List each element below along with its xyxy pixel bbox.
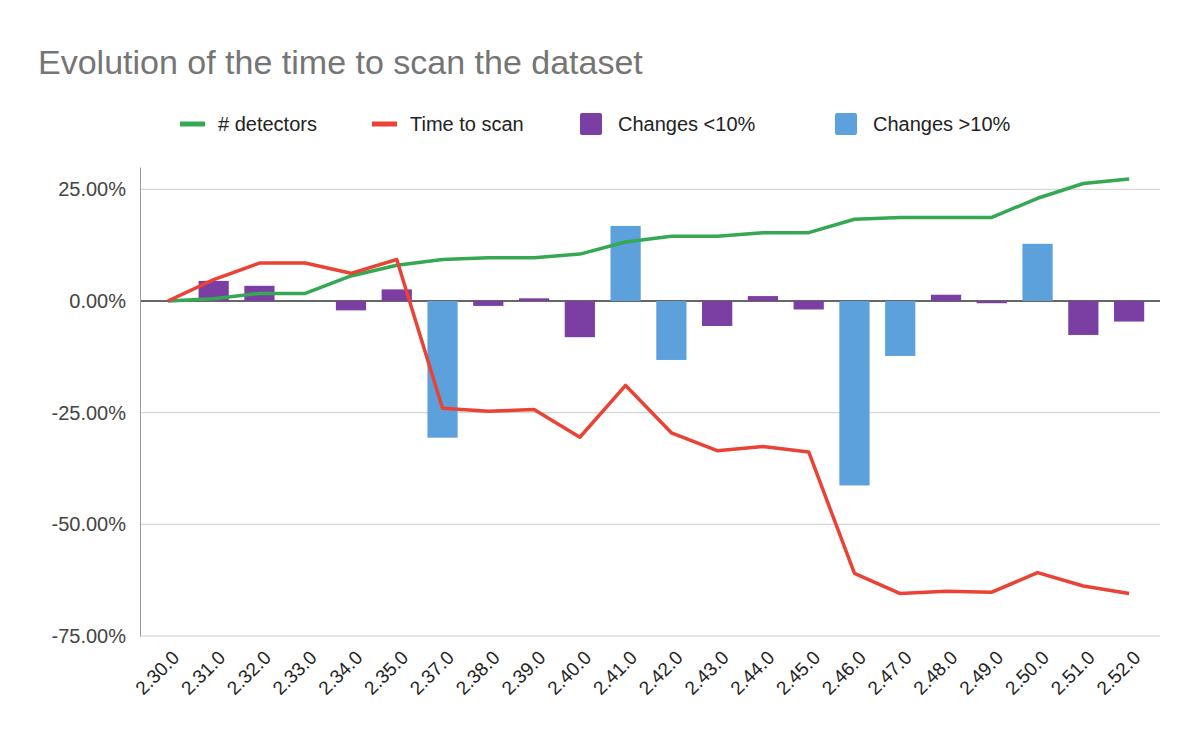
y-axis-line	[140, 167, 141, 636]
x-tick: 2.45.0	[772, 636, 824, 699]
legend-swatch	[372, 122, 397, 127]
x-tick-label: 2.37.0	[406, 647, 458, 699]
grid-line	[140, 636, 1160, 637]
bar	[611, 226, 641, 301]
x-tick: 2.46.0	[818, 636, 870, 699]
bar	[702, 301, 732, 326]
legend-item: # detectors	[180, 113, 317, 135]
x-tick-label: 2.39.0	[497, 647, 549, 699]
legend-swatch	[580, 113, 602, 135]
bar	[839, 301, 869, 485]
x-tick: 2.35.0	[360, 636, 412, 699]
grid-line	[140, 524, 1160, 525]
legend-label: Changes <10%	[618, 113, 756, 135]
y-tick: -25.00%	[52, 402, 141, 424]
x-tick: 2.31.0	[177, 636, 229, 699]
x-tick-label: 2.40.0	[543, 647, 595, 699]
x-axis: 2.30.02.31.02.32.02.33.02.34.02.35.02.37…	[131, 636, 1152, 699]
x-tick-label: 2.47.0	[864, 647, 916, 699]
y-tick: -50.00%	[52, 513, 141, 535]
y-axis: -75.00% -50.00% -25.00% 0.00% 25.00%	[52, 167, 141, 646]
x-tick-label: 2.43.0	[680, 647, 732, 699]
legend-item: Changes <10%	[580, 113, 756, 135]
x-tick-label: 2.50.0	[1001, 647, 1053, 699]
y-tick-label: 25.00%	[58, 178, 126, 200]
x-tick: 2.42.0	[635, 636, 687, 699]
legend: # detectors Time to scan Changes <10% Chang…	[180, 113, 1011, 135]
bar	[565, 301, 595, 337]
x-tick-label: 2.44.0	[726, 647, 778, 699]
bar	[290, 300, 320, 301]
x-tick: 2.49.0	[955, 636, 1007, 699]
bar	[473, 301, 503, 306]
x-tick: 2.33.0	[269, 636, 321, 699]
legend-swatch	[835, 113, 857, 135]
legend-item: Changes >10%	[835, 113, 1011, 135]
y-tick: -75.00%	[52, 625, 141, 647]
legend-label: Time to scan	[410, 113, 524, 135]
x-tick-label: 2.45.0	[772, 647, 824, 699]
grid-line	[140, 189, 1160, 190]
legend-label: Changes >10%	[873, 113, 1011, 135]
x-tick-label: 2.32.0	[223, 647, 275, 699]
x-tick: 2.38.0	[452, 636, 504, 699]
x-tick: 2.40.0	[543, 636, 595, 699]
line	[168, 179, 1129, 301]
bar	[1022, 244, 1052, 301]
x-tick: 2.48.0	[909, 636, 961, 699]
title: Evolution of the time to scan the datase…	[38, 43, 643, 81]
line	[168, 259, 1129, 593]
bar	[1114, 301, 1144, 322]
x-tick-label: 2.52.0	[1092, 647, 1144, 699]
x-tick: 2.47.0	[864, 636, 916, 699]
x-tick-label: 2.30.0	[131, 647, 183, 699]
x-tick-label: 2.42.0	[635, 647, 687, 699]
plot-area	[168, 179, 1144, 594]
bar	[336, 301, 366, 310]
grid	[140, 189, 1160, 636]
legend-label: # detectors	[218, 113, 317, 135]
y-tick-label: -75.00%	[52, 625, 127, 647]
x-axis-line	[146, 636, 1153, 637]
legend-item: Time to scan	[372, 113, 524, 135]
grid-line	[140, 300, 1160, 302]
x-tick: 2.39.0	[497, 636, 549, 699]
x-tick: 2.52.0	[1092, 636, 1144, 699]
x-tick-label: 2.48.0	[909, 647, 961, 699]
x-tick: 2.32.0	[223, 636, 275, 699]
x-tick-label: 2.41.0	[589, 647, 641, 699]
bar	[656, 301, 686, 360]
chart: Evolution of the time to scan the datase…	[0, 0, 1200, 742]
x-tick: 2.44.0	[726, 636, 778, 699]
y-tick-label: 0.00%	[69, 290, 126, 312]
y-tick: 25.00%	[58, 178, 140, 200]
bar	[748, 296, 778, 301]
bar	[977, 301, 1007, 303]
x-tick-label: 2.46.0	[818, 647, 870, 699]
x-tick: 2.50.0	[1001, 636, 1053, 699]
x-tick: 2.51.0	[1047, 636, 1099, 699]
x-tick-label: 2.35.0	[360, 647, 412, 699]
x-tick: 2.37.0	[406, 636, 458, 699]
y-tick-label: -50.00%	[52, 513, 127, 535]
x-tick-label: 2.51.0	[1047, 647, 1099, 699]
x-tick-label: 2.34.0	[314, 647, 366, 699]
bar-series	[427, 226, 1052, 486]
bar	[885, 301, 915, 356]
bar	[794, 301, 824, 309]
x-tick-label: 2.31.0	[177, 647, 229, 699]
y-tick: 0.00%	[69, 290, 140, 312]
x-tick: 2.43.0	[680, 636, 732, 699]
x-tick: 2.41.0	[589, 636, 641, 699]
x-tick: 2.30.0	[131, 636, 183, 699]
bar	[931, 295, 961, 301]
x-tick-label: 2.38.0	[452, 647, 504, 699]
legend-swatch	[180, 122, 205, 127]
y-tick-label: -25.00%	[52, 402, 127, 424]
bar	[1068, 301, 1098, 335]
bar	[519, 298, 549, 301]
x-tick: 2.34.0	[314, 636, 366, 699]
x-tick-label: 2.49.0	[955, 647, 1007, 699]
x-tick-label: 2.33.0	[269, 647, 321, 699]
